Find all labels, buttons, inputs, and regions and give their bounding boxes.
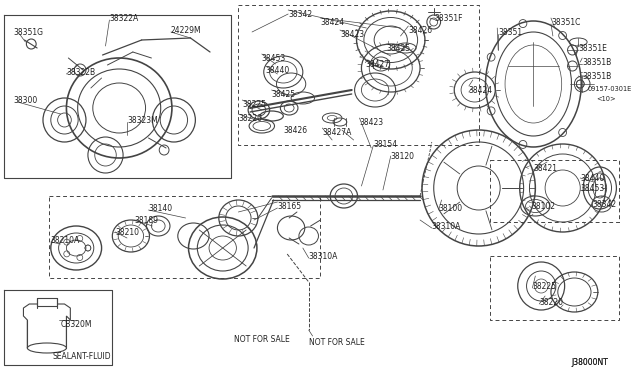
Text: 38323M: 38323M bbox=[127, 116, 157, 125]
Text: NOT FOR SALE: NOT FOR SALE bbox=[308, 338, 364, 347]
Text: 38189: 38189 bbox=[135, 216, 159, 225]
Text: 24229M: 24229M bbox=[171, 26, 202, 35]
Text: 09157-0301E: 09157-0301E bbox=[588, 86, 632, 92]
Text: SEALANT-FLUID: SEALANT-FLUID bbox=[52, 352, 111, 361]
Text: <10>: <10> bbox=[596, 96, 616, 102]
Text: 38220: 38220 bbox=[540, 298, 563, 307]
Text: 38120: 38120 bbox=[391, 152, 415, 161]
Text: 38322A: 38322A bbox=[109, 14, 139, 23]
Text: 38426: 38426 bbox=[284, 126, 307, 135]
Text: 38424: 38424 bbox=[469, 86, 493, 95]
Text: 38440: 38440 bbox=[580, 174, 605, 183]
Text: 38342: 38342 bbox=[592, 200, 616, 209]
Text: 38225: 38225 bbox=[532, 282, 556, 291]
Text: 38140: 38140 bbox=[148, 204, 173, 213]
Text: 38423: 38423 bbox=[340, 30, 364, 39]
Text: 38351B: 38351B bbox=[582, 58, 611, 67]
Text: 38423: 38423 bbox=[360, 118, 383, 127]
FancyBboxPatch shape bbox=[37, 298, 57, 306]
Text: 38322B: 38322B bbox=[67, 68, 95, 77]
Text: 38426: 38426 bbox=[408, 26, 433, 35]
Text: 38351B: 38351B bbox=[582, 72, 611, 81]
Text: 38427: 38427 bbox=[365, 60, 390, 69]
Ellipse shape bbox=[28, 343, 67, 353]
Text: 38165: 38165 bbox=[277, 202, 301, 211]
Text: 38300: 38300 bbox=[13, 96, 38, 105]
Text: 38102: 38102 bbox=[531, 202, 556, 211]
Text: 38100: 38100 bbox=[438, 204, 463, 213]
Text: 38351: 38351 bbox=[498, 28, 522, 37]
Text: 38440: 38440 bbox=[266, 66, 290, 75]
Text: 38424: 38424 bbox=[321, 18, 344, 27]
Text: 38453: 38453 bbox=[580, 184, 605, 193]
Text: 38220: 38220 bbox=[238, 114, 262, 123]
Text: 38225: 38225 bbox=[243, 100, 266, 109]
Text: 38453: 38453 bbox=[262, 54, 286, 63]
Text: 38210: 38210 bbox=[115, 228, 140, 237]
Text: 38425: 38425 bbox=[271, 90, 296, 99]
Text: CB320M: CB320M bbox=[61, 320, 92, 329]
Text: 38342: 38342 bbox=[288, 10, 312, 19]
Text: J38000NT: J38000NT bbox=[572, 358, 609, 367]
Text: 38210A: 38210A bbox=[51, 236, 80, 245]
Text: 38310A: 38310A bbox=[308, 252, 338, 261]
Text: 38351G: 38351G bbox=[13, 28, 44, 37]
Text: 38154: 38154 bbox=[373, 140, 397, 149]
Text: NOT FOR SALE: NOT FOR SALE bbox=[234, 335, 290, 344]
Text: 38351F: 38351F bbox=[435, 14, 463, 23]
Text: 38351C: 38351C bbox=[551, 18, 580, 27]
Text: J38000NT: J38000NT bbox=[572, 358, 609, 367]
Text: 38427A: 38427A bbox=[323, 128, 352, 137]
Text: 38421: 38421 bbox=[533, 164, 557, 173]
Polygon shape bbox=[24, 304, 70, 348]
Text: 38310A: 38310A bbox=[432, 222, 461, 231]
Text: 38351E: 38351E bbox=[579, 44, 607, 53]
Text: 38425: 38425 bbox=[387, 44, 411, 53]
